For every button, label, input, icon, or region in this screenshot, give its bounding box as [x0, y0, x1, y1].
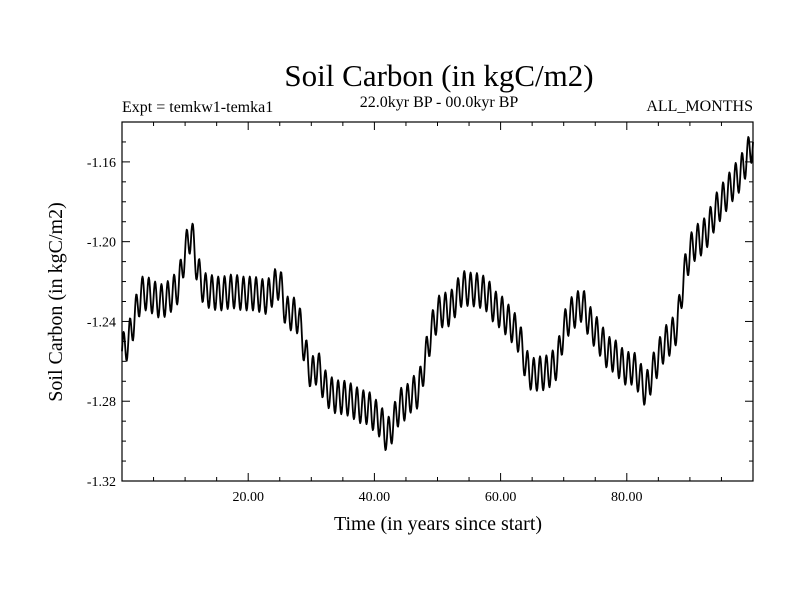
series-group — [121, 136, 754, 451]
y-tick-label: -1.20 — [87, 236, 116, 251]
y-tick-label: -1.16 — [87, 156, 116, 171]
left-subtitle: Expt = temkw1-temka1 — [122, 99, 273, 116]
series-line-0 — [121, 136, 754, 451]
center-subtitle: 22.0kyr BP - 00.0kyr BP — [360, 94, 519, 111]
chart-title: Soil Carbon (in kgC/m2) — [284, 58, 593, 93]
x-axis-label: Time (in years since start) — [334, 513, 542, 535]
x-tick-label: 60.00 — [485, 490, 517, 505]
y-axis-label: Soil Carbon (in kgC/m2) — [45, 202, 67, 401]
right-subtitle: ALL_MONTHS — [646, 98, 753, 115]
x-tick-label: 40.00 — [359, 490, 391, 505]
x-tick-label: 80.00 — [611, 490, 643, 505]
y-tick-label: -1.28 — [87, 395, 116, 410]
x-tick-label: 20.00 — [232, 490, 264, 505]
axis-ticks: 20.00 40.00 60.00 80.00 -1.16 -1.20 -1.24 -1.28… — [87, 122, 753, 505]
plot-frame — [121, 121, 754, 482]
y-tick-label: -1.24 — [87, 315, 116, 330]
y-tick-label: -1.32 — [87, 475, 116, 490]
